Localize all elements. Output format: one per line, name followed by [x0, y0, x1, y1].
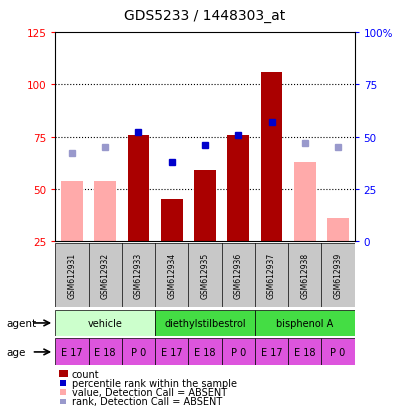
Text: bisphenol A: bisphenol A — [276, 318, 333, 328]
Bar — [227, 135, 248, 242]
Text: E 17: E 17 — [61, 347, 83, 357]
Text: E 18: E 18 — [194, 347, 215, 357]
Bar — [321, 339, 354, 366]
Bar — [254, 339, 288, 366]
Text: GSM612935: GSM612935 — [200, 253, 209, 299]
Text: rank, Detection Call = ABSENT: rank, Detection Call = ABSENT — [72, 396, 221, 406]
Bar — [55, 339, 88, 366]
Bar — [194, 171, 215, 242]
Text: GSM612936: GSM612936 — [233, 253, 242, 299]
Text: diethylstilbestrol: diethylstilbestrol — [164, 318, 245, 328]
Bar — [288, 339, 321, 366]
Text: P 0: P 0 — [330, 347, 345, 357]
Text: E 17: E 17 — [161, 347, 182, 357]
Text: percentile rank within the sample: percentile rank within the sample — [72, 378, 236, 388]
Bar — [127, 135, 149, 242]
Text: GSM612932: GSM612932 — [101, 253, 110, 299]
Text: P 0: P 0 — [130, 347, 146, 357]
Bar — [161, 200, 182, 242]
Text: count: count — [72, 369, 99, 379]
Text: value, Detection Call = ABSENT: value, Detection Call = ABSENT — [72, 387, 226, 397]
Bar — [221, 339, 254, 366]
Bar — [61, 181, 83, 242]
Text: P 0: P 0 — [230, 347, 245, 357]
Text: GSM612934: GSM612934 — [167, 253, 176, 299]
Text: agent: agent — [6, 318, 36, 328]
Bar — [55, 310, 155, 337]
Text: GSM612937: GSM612937 — [266, 253, 275, 299]
Bar — [254, 310, 354, 337]
Text: GSM612938: GSM612938 — [299, 253, 308, 299]
Bar — [155, 310, 254, 337]
Bar — [293, 162, 315, 242]
Text: GSM612939: GSM612939 — [333, 253, 342, 299]
Text: E 18: E 18 — [293, 347, 315, 357]
Text: GSM612931: GSM612931 — [67, 253, 76, 299]
Text: GSM612933: GSM612933 — [134, 253, 143, 299]
Text: E 17: E 17 — [260, 347, 282, 357]
Bar — [121, 339, 155, 366]
Text: GDS5233 / 1448303_at: GDS5233 / 1448303_at — [124, 9, 285, 23]
Bar — [88, 339, 121, 366]
Bar — [188, 339, 221, 366]
Text: age: age — [6, 347, 25, 357]
Bar — [94, 181, 116, 242]
Text: E 18: E 18 — [94, 347, 116, 357]
Bar — [326, 218, 348, 242]
Text: vehicle: vehicle — [88, 318, 122, 328]
Bar — [260, 73, 282, 242]
Bar — [155, 339, 188, 366]
